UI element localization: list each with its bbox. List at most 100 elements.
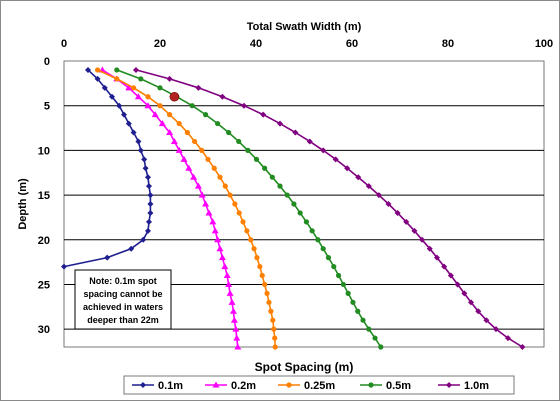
point-1.0m-13 (365, 183, 372, 190)
series-layer (61, 66, 526, 350)
point-1.0m-29 (493, 326, 499, 333)
y-tick-label-15: 15 (38, 190, 50, 202)
point-0.2m-11 (185, 164, 193, 171)
point-0.1m-16 (147, 209, 154, 216)
point-0.25m-11 (211, 165, 217, 171)
series-1.0m (133, 66, 526, 350)
point-0.2m-8 (170, 137, 178, 144)
point-1.0m-14 (375, 192, 382, 199)
series-0.1m (61, 66, 154, 270)
point-0.2m-7 (166, 129, 174, 135)
point-0.2m-2 (125, 84, 133, 91)
point-1.0m-3 (219, 93, 226, 100)
point-0.5m-16 (297, 210, 303, 216)
point-0.1m-20 (128, 245, 135, 252)
point-0.2m-18 (211, 227, 219, 234)
point-0.25m-30 (272, 335, 278, 341)
point-0.2m-3 (134, 93, 142, 100)
x-bottom-axis-title: Spot Spacing (m) (255, 360, 354, 374)
point-1.0m-7 (292, 129, 299, 136)
point-0.1m-17 (145, 218, 152, 225)
point-0.25m-28 (270, 317, 276, 323)
point-0.5m-30 (372, 335, 378, 341)
x-tick-label-100: 100 (535, 38, 553, 50)
point-0.25m-16 (236, 210, 242, 216)
point-0.5m-8 (236, 138, 242, 145)
point-1.0m-24 (454, 281, 461, 288)
point-0.1m-12 (145, 174, 151, 181)
point-0.2m-21 (218, 254, 226, 261)
note-line-3: achieved in waters (83, 302, 163, 312)
point-0.1m-8 (135, 138, 142, 145)
point-0.5m-5 (203, 112, 209, 118)
point-1.0m-26 (468, 299, 475, 306)
x-tick-label-60: 60 (346, 38, 358, 50)
point-0.2m-16 (205, 209, 213, 216)
point-0.2m-15 (202, 200, 210, 207)
point-0.5m-9 (245, 147, 251, 153)
point-1.0m-0 (133, 66, 139, 73)
point-0.25m-18 (244, 228, 250, 234)
point-1.0m-30 (505, 335, 511, 342)
point-0.2m-14 (198, 191, 206, 198)
legend-marker-0.5m (368, 382, 374, 388)
y-axis-title: Depth (m) (17, 178, 29, 230)
point-0.2m-29 (232, 325, 240, 332)
point-0.25m-14 (227, 192, 233, 198)
note-line-1: Note: 0.1m spot (89, 276, 157, 286)
point-0.1m-9 (137, 147, 144, 154)
point-0.25m-4 (157, 103, 163, 109)
point-0.1m-0 (85, 66, 91, 73)
point-0.1m-22 (61, 263, 67, 270)
point-0.5m-4 (189, 103, 195, 109)
point-1.0m-19 (419, 236, 426, 243)
point-1.0m-11 (344, 165, 351, 172)
point-0.2m-13 (194, 182, 202, 189)
y-tick-label-20: 20 (38, 235, 50, 247)
point-1.0m-10 (332, 156, 339, 163)
point-0.5m-19 (315, 237, 321, 243)
point-1.0m-4 (241, 102, 247, 109)
point-0.5m-24 (340, 281, 346, 288)
point-0.5m-15 (291, 201, 297, 207)
point-0.2m-4 (144, 102, 152, 109)
point-0.25m-3 (145, 94, 151, 100)
point-0.2m-20 (216, 245, 224, 252)
point-0.2m-27 (229, 307, 237, 314)
point-0.25m-23 (259, 272, 265, 279)
highlight-point (169, 91, 180, 102)
x-tick-label-0: 0 (61, 38, 67, 50)
point-0.1m-7 (130, 129, 137, 136)
point-0.25m-27 (268, 308, 274, 314)
point-0.5m-21 (325, 255, 332, 261)
point-0.5m-27 (355, 308, 361, 314)
point-0.5m-20 (320, 246, 326, 252)
y-tick-label-25: 25 (38, 279, 50, 291)
point-0.2m-28 (230, 316, 238, 323)
point-0.2m-22 (221, 263, 229, 270)
point-0.25m-22 (257, 263, 263, 270)
legend-label-0.2m: 0.2m (231, 380, 256, 392)
point-0.25m-17 (240, 219, 246, 225)
point-0.1m-3 (109, 93, 115, 100)
point-0.2m-5 (151, 111, 159, 118)
point-0.1m-15 (147, 201, 154, 207)
point-1.0m-5 (260, 111, 267, 118)
legend-marker-0.25m (286, 382, 292, 388)
legend-marker-0.1m (140, 382, 146, 388)
point-0.25m-29 (271, 326, 277, 332)
point-0.1m-19 (140, 236, 147, 243)
point-1.0m-21 (433, 254, 440, 261)
point-0.1m-11 (142, 165, 149, 172)
point-0.25m-9 (199, 147, 205, 153)
point-0.5m-31 (378, 344, 384, 350)
point-0.1m-13 (145, 183, 152, 190)
point-0.25m-24 (262, 281, 268, 288)
point-1.0m-17 (403, 218, 410, 225)
y-axis-ticks: 0 5 10 15 20 25 30 (38, 56, 50, 336)
x-tick-label-40: 40 (250, 38, 262, 50)
point-0.5m-25 (345, 290, 351, 296)
point-0.25m-7 (184, 129, 190, 136)
point-1.0m-20 (426, 245, 433, 252)
